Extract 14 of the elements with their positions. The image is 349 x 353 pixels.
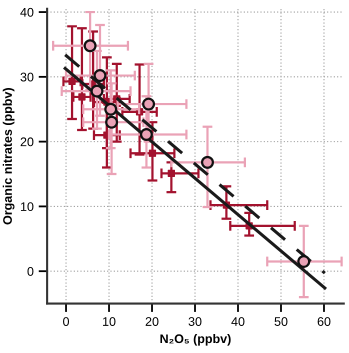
y-tick-label: 0: [27, 266, 34, 276]
y-axis-title: Organic nitrates (ppbv): [2, 88, 14, 224]
y-tick-label: 40: [20, 8, 34, 17]
x-tick-label: 10: [103, 317, 116, 326]
x-tick-label: 0: [63, 317, 70, 326]
x-tick-label: 40: [231, 317, 244, 326]
y-tick-label: 10: [20, 202, 34, 212]
x-tick-label: 50: [274, 317, 288, 326]
y-tick-label: 30: [20, 72, 34, 82]
x-tick-label: 20: [146, 317, 158, 326]
x-tick-label: 60: [318, 317, 330, 326]
y-tick-label: 20: [20, 137, 34, 146]
x-tick-label: 30: [188, 317, 202, 326]
x-axis-title: N₂O₅ (ppbv): [160, 334, 231, 346]
